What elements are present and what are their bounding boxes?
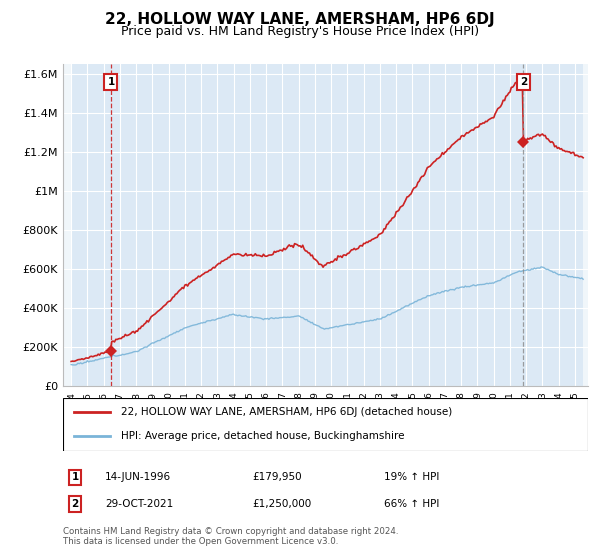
Text: 1: 1 xyxy=(107,77,115,87)
Text: 22, HOLLOW WAY LANE, AMERSHAM, HP6 6DJ: 22, HOLLOW WAY LANE, AMERSHAM, HP6 6DJ xyxy=(105,12,495,27)
Text: 29-OCT-2021: 29-OCT-2021 xyxy=(105,499,173,509)
Text: £179,950: £179,950 xyxy=(252,472,302,482)
Text: Price paid vs. HM Land Registry's House Price Index (HPI): Price paid vs. HM Land Registry's House … xyxy=(121,25,479,38)
Text: 66% ↑ HPI: 66% ↑ HPI xyxy=(384,499,439,509)
Text: 14-JUN-1996: 14-JUN-1996 xyxy=(105,472,171,482)
FancyBboxPatch shape xyxy=(63,398,588,451)
Text: Contains HM Land Registry data © Crown copyright and database right 2024.
This d: Contains HM Land Registry data © Crown c… xyxy=(63,527,398,546)
Text: 19% ↑ HPI: 19% ↑ HPI xyxy=(384,472,439,482)
Text: £1,250,000: £1,250,000 xyxy=(252,499,311,509)
Text: HPI: Average price, detached house, Buckinghamshire: HPI: Average price, detached house, Buck… xyxy=(121,431,404,441)
Text: 22, HOLLOW WAY LANE, AMERSHAM, HP6 6DJ (detached house): 22, HOLLOW WAY LANE, AMERSHAM, HP6 6DJ (… xyxy=(121,408,452,418)
Text: 2: 2 xyxy=(71,499,79,509)
Text: 1: 1 xyxy=(71,472,79,482)
Text: 2: 2 xyxy=(520,77,527,87)
